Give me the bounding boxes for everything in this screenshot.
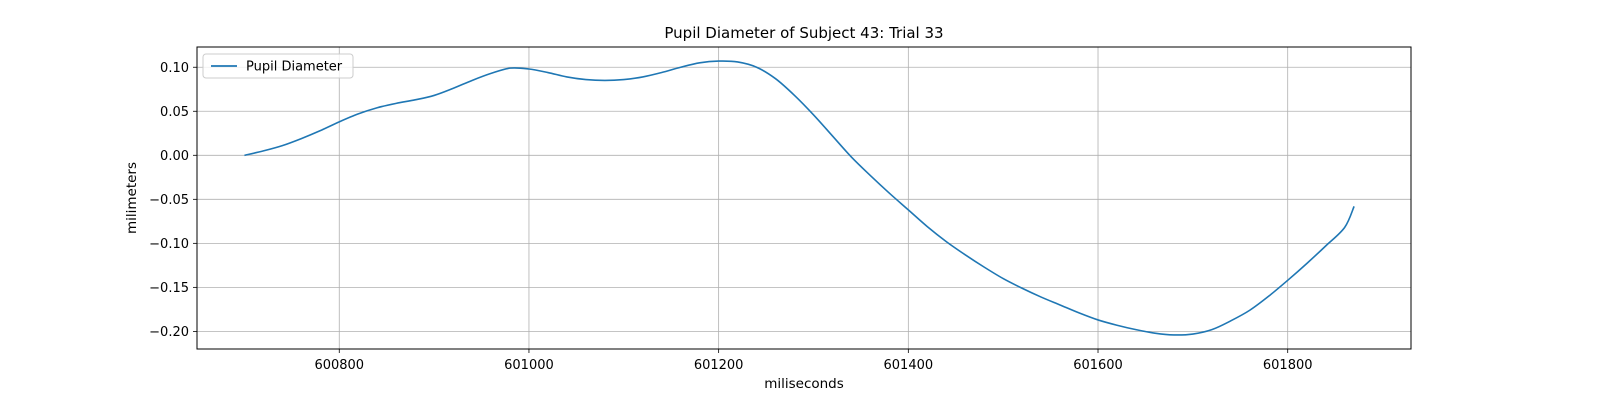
x-axis-label: miliseconds bbox=[764, 376, 844, 392]
x-tick-label: 600800 bbox=[314, 358, 364, 373]
series-line-pupil-diameter bbox=[244, 60, 1355, 336]
y-tick-label: −0.05 bbox=[149, 193, 189, 208]
plot-frame bbox=[196, 46, 1412, 350]
y-tick-label: −0.10 bbox=[149, 237, 189, 252]
series-layer bbox=[244, 60, 1355, 336]
y-tick-label: −0.20 bbox=[149, 325, 189, 340]
ticks: 600800 601000 601200 601400 601600 601800 0.10… bbox=[149, 61, 1312, 373]
x-tick-label: 601400 bbox=[884, 358, 934, 373]
legend-box bbox=[202, 53, 354, 79]
legend: Pupil Diameter bbox=[202, 53, 354, 79]
y-tick-label: 0.10 bbox=[160, 61, 189, 76]
x-tick-label: 601200 bbox=[694, 358, 744, 373]
y-axis-label: milimeters bbox=[124, 162, 140, 234]
x-tick-label: 601000 bbox=[504, 358, 554, 373]
legend-label-pupil-diameter: Pupil Diameter bbox=[246, 60, 343, 75]
y-tick-label: 0.00 bbox=[160, 149, 189, 164]
y-tick-label: −0.15 bbox=[149, 281, 189, 296]
y-tick-label: 0.05 bbox=[160, 105, 189, 120]
x-tick-label: 601600 bbox=[1073, 358, 1123, 373]
chart-title: Pupil Diameter of Subject 43: Trial 33 bbox=[664, 24, 943, 42]
grid bbox=[197, 47, 1411, 349]
x-tick-label: 601800 bbox=[1263, 358, 1313, 373]
